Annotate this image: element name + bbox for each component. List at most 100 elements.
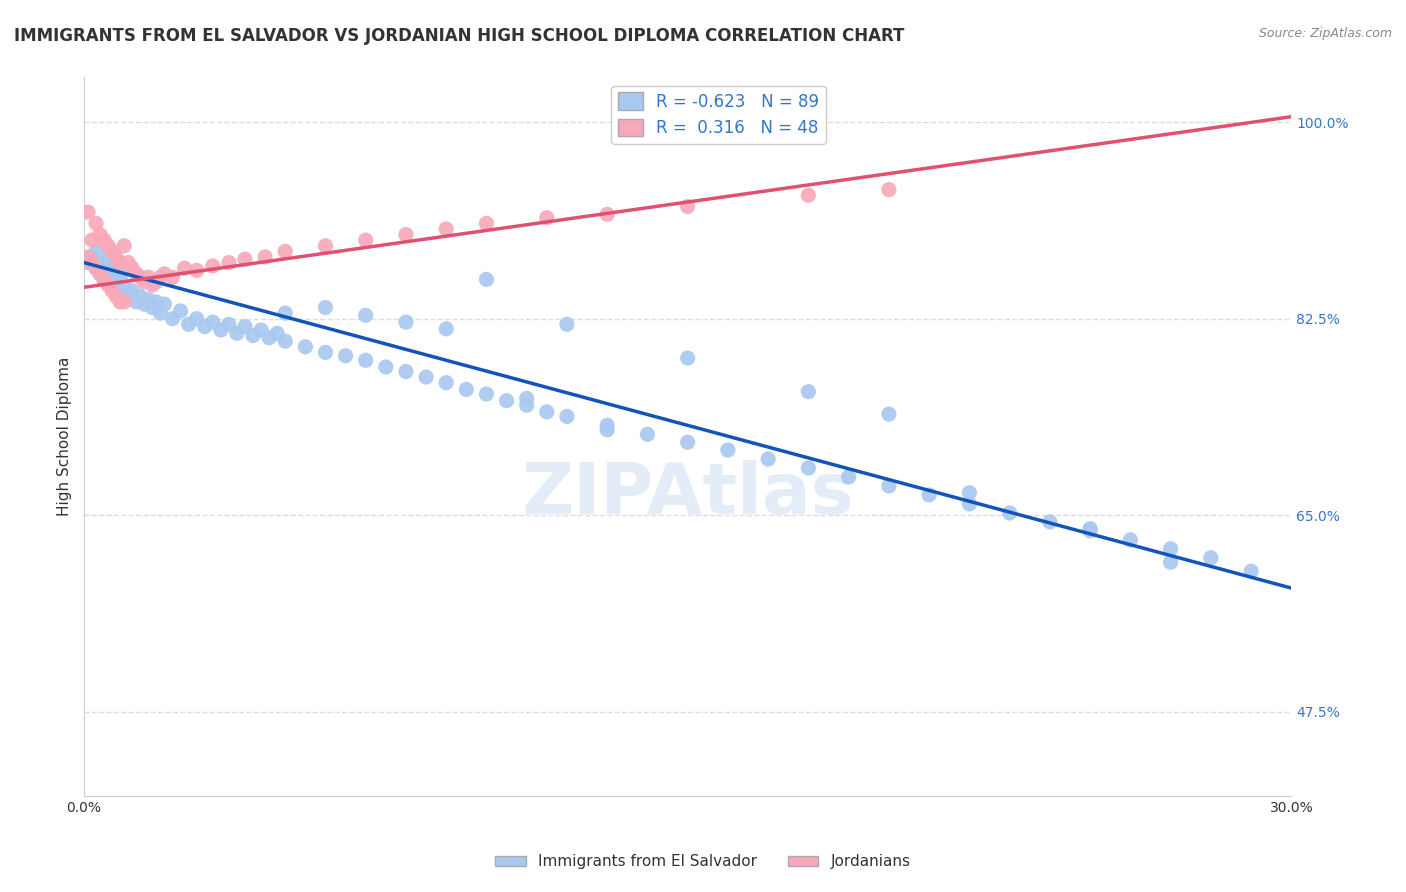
Point <box>121 284 143 298</box>
Point <box>434 322 457 336</box>
Point <box>415 370 437 384</box>
Point <box>89 267 111 281</box>
Point <box>475 272 498 286</box>
Point <box>516 398 538 412</box>
Point <box>495 393 517 408</box>
Point <box>797 461 820 475</box>
Point <box>456 383 478 397</box>
Text: IMMIGRANTS FROM EL SALVADOR VS JORDANIAN HIGH SCHOOL DIPLOMA CORRELATION CHART: IMMIGRANTS FROM EL SALVADOR VS JORDANIAN… <box>14 27 904 45</box>
Point <box>105 250 128 264</box>
Legend: Immigrants from El Salvador, Jordanians: Immigrants from El Salvador, Jordanians <box>489 848 917 875</box>
Point <box>434 376 457 390</box>
Point <box>93 272 115 286</box>
Point <box>636 427 658 442</box>
Point <box>84 244 107 259</box>
Point <box>145 294 167 309</box>
Point <box>77 205 100 219</box>
Point <box>169 304 191 318</box>
Point <box>957 497 980 511</box>
Point <box>162 311 184 326</box>
Point <box>194 319 217 334</box>
Point <box>797 188 820 202</box>
Point <box>838 470 860 484</box>
Point <box>80 250 103 264</box>
Point <box>717 443 740 458</box>
Point <box>84 261 107 276</box>
Point <box>242 328 264 343</box>
Point <box>97 239 120 253</box>
Point <box>233 252 256 267</box>
Point <box>141 278 163 293</box>
Point <box>1160 555 1182 569</box>
Point <box>101 244 124 259</box>
Point <box>186 263 208 277</box>
Point <box>218 255 240 269</box>
Point <box>97 250 120 264</box>
Point <box>186 311 208 326</box>
Point <box>676 200 699 214</box>
Point <box>1240 564 1263 578</box>
Point <box>89 227 111 242</box>
Point <box>354 309 377 323</box>
Point <box>797 384 820 399</box>
Point <box>314 345 336 359</box>
Point <box>257 331 280 345</box>
Point <box>354 353 377 368</box>
Point <box>596 207 619 221</box>
Y-axis label: High School Diploma: High School Diploma <box>58 357 72 516</box>
Point <box>108 284 131 298</box>
Point <box>101 284 124 298</box>
Point <box>105 255 128 269</box>
Point <box>84 261 107 276</box>
Point <box>77 250 100 264</box>
Point <box>314 239 336 253</box>
Point <box>129 289 152 303</box>
Point <box>153 297 176 311</box>
Point <box>149 306 172 320</box>
Point <box>138 293 160 307</box>
Point <box>374 359 396 374</box>
Point <box>274 244 297 259</box>
Point <box>149 270 172 285</box>
Point <box>756 452 779 467</box>
Point <box>274 306 297 320</box>
Point <box>1078 524 1101 538</box>
Point <box>93 261 115 276</box>
Point <box>596 418 619 433</box>
Point <box>173 261 195 276</box>
Point <box>125 267 148 281</box>
Point <box>138 270 160 285</box>
Point <box>112 263 135 277</box>
Point <box>93 272 115 286</box>
Point <box>121 261 143 276</box>
Point <box>93 233 115 247</box>
Point <box>89 267 111 281</box>
Point <box>250 323 273 337</box>
Point <box>226 326 249 341</box>
Point <box>134 297 156 311</box>
Point <box>536 211 558 225</box>
Point <box>145 275 167 289</box>
Point <box>555 318 578 332</box>
Point <box>516 392 538 406</box>
Point <box>141 301 163 315</box>
Point <box>335 349 357 363</box>
Point <box>676 435 699 450</box>
Point <box>434 222 457 236</box>
Point <box>112 278 135 293</box>
Text: Source: ZipAtlas.com: Source: ZipAtlas.com <box>1258 27 1392 40</box>
Point <box>354 233 377 247</box>
Point <box>395 315 418 329</box>
Point <box>254 250 277 264</box>
Point <box>105 272 128 286</box>
Point <box>201 259 224 273</box>
Point <box>101 278 124 293</box>
Point <box>112 239 135 253</box>
Point <box>274 334 297 348</box>
Point <box>877 407 900 421</box>
Point <box>129 270 152 285</box>
Point <box>108 270 131 285</box>
Point <box>112 294 135 309</box>
Point <box>177 318 200 332</box>
Point <box>676 351 699 365</box>
